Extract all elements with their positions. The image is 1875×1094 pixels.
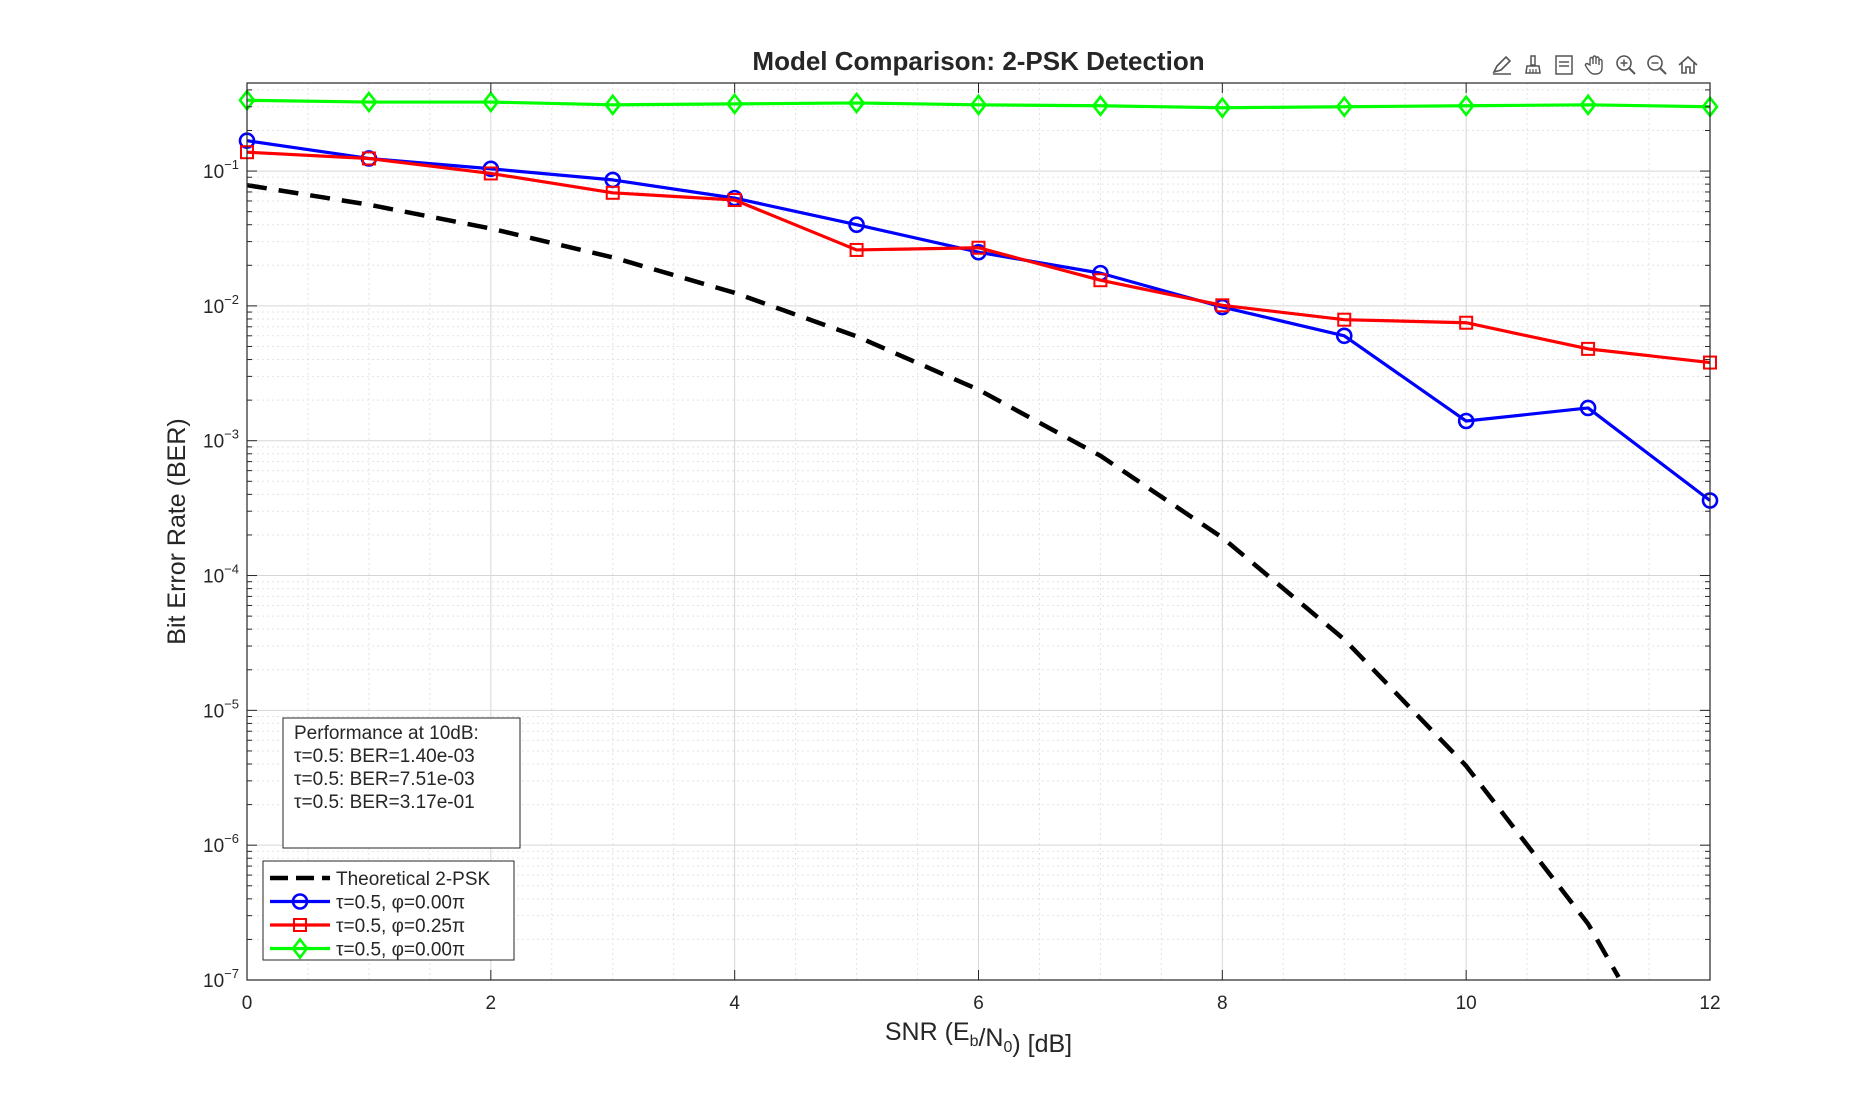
x-tick-label: 2 [486,993,497,1014]
data-point [727,193,742,208]
series-line-0 [246,182,1621,979]
data-point [1457,94,1475,117]
data-point [1213,96,1231,119]
x-tick-label: 0 [242,993,253,1014]
data-point [971,240,986,255]
data-point [1091,94,1110,117]
data-point [1337,312,1352,327]
data-point [1093,273,1108,288]
x-axis-label: SNR (Eb/N0) [dB] [885,1018,1072,1058]
data-point [483,166,498,181]
data-point [969,93,988,116]
series-line-1 [246,139,1711,502]
x-tick-label: 8 [1217,993,1228,1014]
y-axis-label: Bit Error Rate (BER) [163,418,191,644]
data-point [482,90,500,114]
data-point [1215,298,1230,313]
data-tips-icon[interactable] [1550,51,1578,79]
data-point [1581,341,1596,356]
y-tick-labels: 10−1 10−2 10−3 10−4 10−5 10−6 10−7 [203,157,239,992]
y-tick-label: 10−5 [203,696,239,722]
legend-label: τ=0.5, φ=0.00π [336,893,465,914]
y-tick-label: 10−2 [203,292,239,318]
x-tick-label: 6 [973,993,984,1014]
data-point [847,91,866,115]
legend-item[interactable]: Theoretical 2-PSK [270,869,491,890]
annotation-box: Performance at 10dB: τ=0.5: BER=1.40e-03… [282,717,521,849]
series-0 [246,182,1621,979]
legend-label: τ=0.5, φ=0.00π [336,940,465,961]
y-tick-label: 10−7 [203,966,239,992]
chart-title: Model Comparison: 2-PSK Detection [752,46,1204,76]
data-point [360,90,378,114]
zoom-in-icon[interactable] [1612,51,1640,79]
legend-item[interactable]: τ=0.5, φ=0.00π [270,937,465,961]
x-tick-label: 12 [1699,993,1720,1014]
legend-marker [291,893,309,910]
legend-item[interactable]: τ=0.5, φ=0.25π [270,916,465,937]
data-point [849,242,864,257]
legend-marker [293,918,307,932]
annotation-line: τ=0.5: BER=7.51e-03 [294,769,475,790]
brush-icon[interactable] [1519,51,1547,79]
data-point [1579,399,1597,417]
data-point [1335,327,1353,345]
series-line-2 [246,150,1711,365]
y-tick-label: 10−6 [203,831,239,857]
data-point [605,185,620,200]
annotation-line: τ=0.5: BER=1.40e-03 [294,746,475,767]
legend-label: Theoretical 2-PSK [336,869,491,890]
data-point [1459,315,1474,330]
tick-marks [246,83,1711,981]
legend-marker [291,937,309,960]
edit-pencil-icon[interactable] [1488,51,1516,79]
y-tick-label: 10−3 [203,427,239,453]
data-point [361,151,376,166]
data-point [1579,93,1597,116]
data-point [726,92,744,116]
annotation-frame [282,717,521,849]
home-icon[interactable] [1674,51,1702,79]
data-point [848,216,865,234]
series-layer [238,89,1719,979]
legend-item[interactable]: τ=0.5, φ=0.00π [270,893,465,914]
y-tick-label: 10−4 [203,562,239,588]
series-line-3 [246,98,1711,110]
legend-label: τ=0.5, φ=0.25π [336,916,465,937]
zoom-out-icon[interactable] [1643,51,1671,79]
annotation-line: τ=0.5: BER=3.17e-01 [294,792,475,813]
data-point [1457,412,1475,430]
data-point [604,93,622,116]
annotation-line: Performance at 10dB: [294,723,479,744]
y-tick-label: 10−1 [203,157,239,183]
pan-hand-icon[interactable] [1581,51,1609,79]
data-point [1335,95,1353,118]
series-2 [240,145,1717,370]
x-tick-labels: 0 2 4 6 8 10 12 [242,993,1721,1014]
x-tick-label: 10 [1456,993,1477,1014]
x-tick-label: 4 [729,993,740,1014]
axes-toolbar [1488,50,1702,80]
